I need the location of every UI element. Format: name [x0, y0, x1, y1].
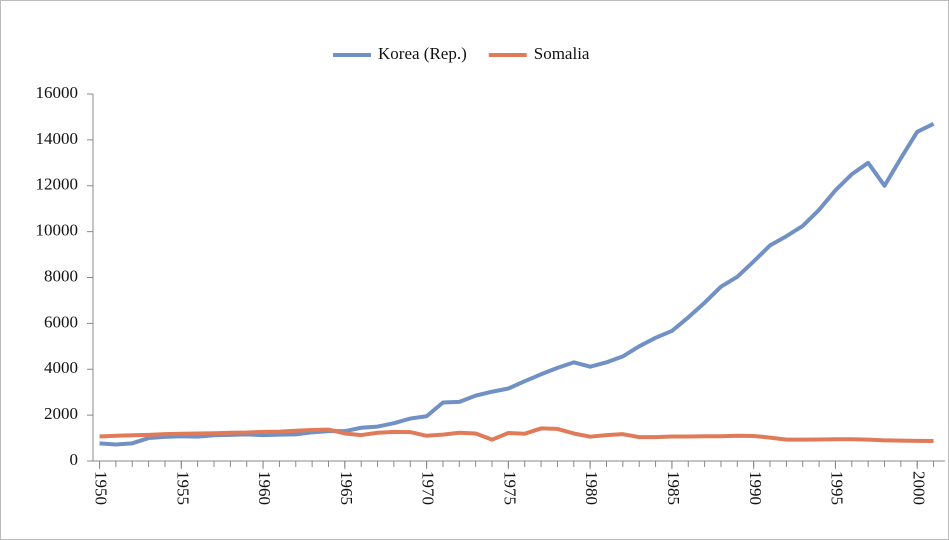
y-tick-label: 10000 [36, 221, 79, 240]
x-tick-label: 1980 [582, 471, 601, 505]
x-tick-label: 1955 [173, 471, 192, 505]
y-tick-label: 8000 [44, 266, 78, 285]
x-tick-label: 1985 [664, 471, 683, 505]
y-tick-label: 4000 [44, 358, 78, 377]
y-tick-label: 14000 [36, 129, 79, 148]
legend-label: Somalia [534, 44, 590, 63]
x-tick-label: 1990 [746, 471, 765, 505]
x-tick-label: 1965 [337, 471, 356, 505]
x-tick-label: 1995 [828, 471, 847, 505]
y-tick-label: 16000 [36, 83, 79, 102]
x-tick-label: 1960 [255, 471, 274, 505]
legend-label: Korea (Rep.) [378, 44, 467, 63]
y-tick-label: 2000 [44, 404, 78, 423]
x-tick-label: 1970 [419, 471, 438, 505]
y-tick-label: 6000 [44, 312, 78, 331]
y-tick-label: 12000 [36, 175, 79, 194]
series-line [99, 426, 934, 444]
x-tick-label: 2000 [909, 471, 928, 505]
y-tick-label: 0 [70, 450, 79, 469]
x-tick-label: 1975 [500, 471, 519, 505]
x-tick-label: 1950 [92, 471, 111, 505]
